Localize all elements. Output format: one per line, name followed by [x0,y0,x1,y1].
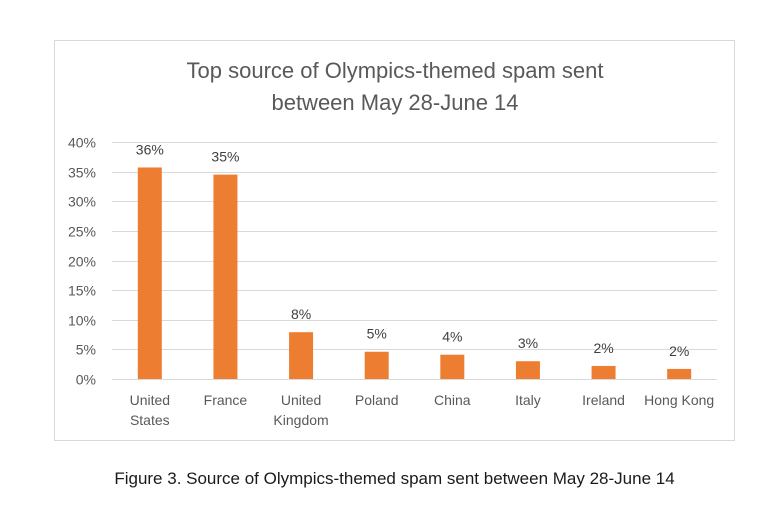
bar [213,174,238,379]
x-tick-label: Ireland [582,392,625,408]
x-tick-label: China [434,392,471,408]
y-tick-label: 30% [68,194,96,210]
chart-title-line: Top source of Olympics-themed spam sent [187,58,604,83]
x-tick-label-line: Kingdom [273,412,328,428]
y-tick-label: 25% [68,224,96,240]
y-tick-label: 35% [68,165,96,181]
bar [440,354,465,379]
x-tick-label-line: Ireland [582,392,625,408]
bar [137,167,162,379]
bar [515,361,540,379]
x-tick-label-line: China [434,392,471,408]
chart-title: Top source of Olympics-themed spam sent b… [187,58,604,115]
bar [667,368,692,379]
x-tick-label: Poland [355,392,399,408]
x-tick-label-line: France [204,392,248,408]
x-tick-label: Italy [515,392,541,408]
x-tick-label-line: Italy [515,392,541,408]
data-label: 2% [669,343,689,359]
data-label: 35% [211,149,239,165]
x-tick-label-line: States [130,412,170,428]
x-tick-label-line: United [281,392,321,408]
x-tick-label-line: Poland [355,392,399,408]
data-label: 8% [291,306,311,322]
bar [591,365,616,379]
x-tick-label: United Kingdom [273,392,328,428]
y-tick-label: 40% [68,135,96,151]
chart-frame: Top source of Olympics-themed spam sent b… [54,40,735,441]
y-tick-label: 5% [76,342,96,358]
x-tick-label: United States [130,392,170,428]
y-tick-label: 20% [68,254,96,270]
x-tick-label-line: United [130,392,170,408]
data-label: 5% [367,326,387,342]
data-label: 36% [136,141,164,157]
figure-caption: Figure 3. Source of Olympics-themed spam… [114,469,675,488]
y-tick-label: 10% [68,313,96,329]
chart-title-line: between May 28-June 14 [271,90,518,115]
bar [289,332,314,379]
data-label: 3% [518,335,538,351]
x-tick-label: France [204,392,248,408]
x-tick-label: Hong Kong [644,392,714,408]
x-tick-label-line: Hong Kong [644,392,714,408]
data-label: 4% [442,329,462,345]
y-tick-label: 0% [76,372,96,388]
bar-chart: Top source of Olympics-themed spam sent b… [68,58,717,428]
y-tick-label: 15% [68,283,96,299]
data-label: 2% [593,340,613,356]
bar [364,351,389,379]
